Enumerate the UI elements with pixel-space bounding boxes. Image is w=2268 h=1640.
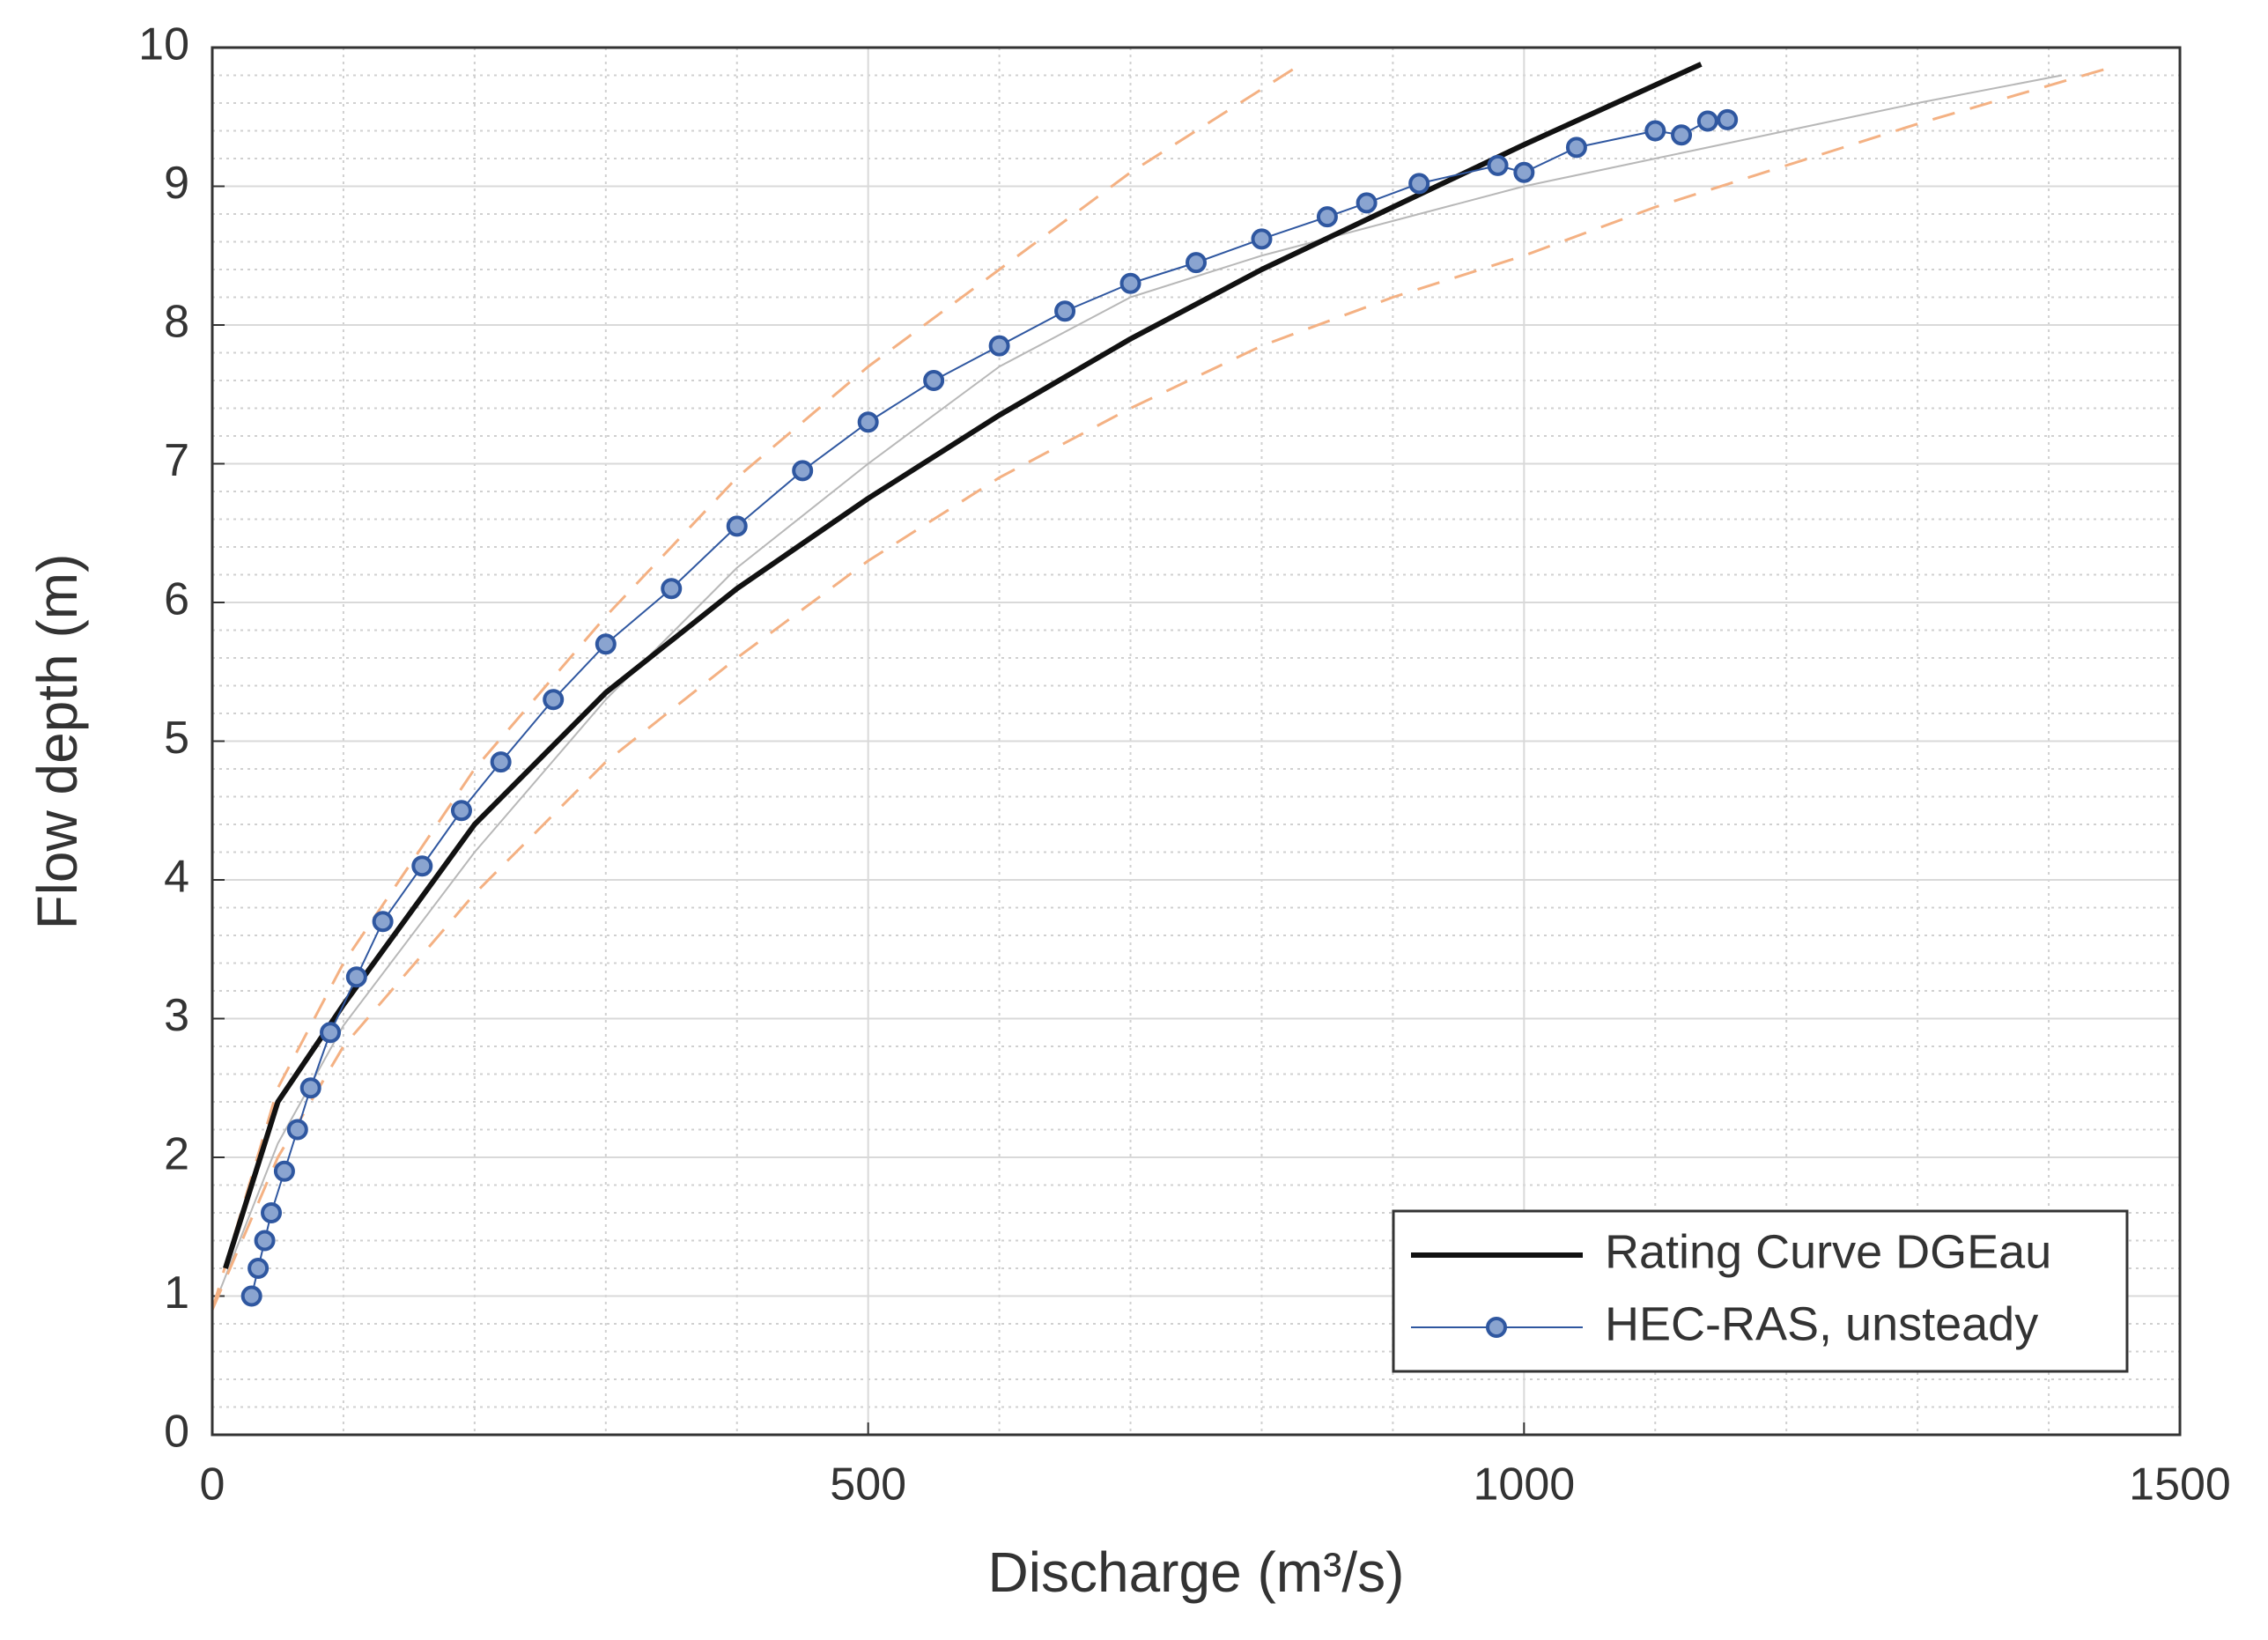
y-tick-label: 5 (164, 713, 189, 764)
series-marker (857, 411, 879, 433)
y-tick-label: 7 (164, 435, 189, 486)
x-tick-label: 1000 (1473, 1459, 1575, 1511)
y-tick-label: 0 (164, 1407, 189, 1458)
plot-frame (211, 46, 2182, 1437)
series-marker (1356, 192, 1378, 214)
y-tick-label: 9 (164, 158, 189, 209)
series-marker (411, 855, 433, 877)
series-marker (1119, 272, 1141, 294)
series-marker (450, 800, 472, 822)
series-marker (1408, 173, 1430, 195)
y-tick-label: 6 (164, 574, 189, 625)
series-line (211, 67, 1296, 1311)
series-line (211, 67, 2109, 1311)
y-tick-label: 10 (138, 19, 189, 70)
series-marker (726, 515, 748, 537)
y-tick-label: 4 (164, 852, 189, 903)
x-tick-label: 0 (200, 1459, 225, 1511)
series-marker (1186, 252, 1207, 274)
x-axis-label: Discharge (m³/s) (988, 1540, 1405, 1604)
series-marker (1316, 206, 1338, 228)
legend-label: Rating Curve DGEau (1605, 1225, 2051, 1278)
series-marker (372, 911, 394, 933)
series-marker (1251, 228, 1273, 250)
y-axis-label: Flow depth (m) (26, 554, 89, 930)
legend-label: HEC-RAS, unsteady (1605, 1297, 2038, 1350)
series-marker (261, 1202, 283, 1223)
series-marker (299, 1077, 321, 1099)
series-marker (254, 1230, 276, 1252)
series-marker (661, 578, 683, 600)
series-marker (286, 1119, 308, 1141)
series-marker (240, 1285, 262, 1307)
series-marker (320, 1022, 342, 1044)
series-marker (1644, 120, 1666, 142)
series-marker (1054, 300, 1076, 322)
y-tick-label: 2 (164, 1129, 189, 1180)
series-marker (1717, 108, 1739, 130)
series-marker (1487, 154, 1509, 176)
series-marker (345, 966, 367, 988)
series-marker (273, 1160, 295, 1182)
x-tick-label: 500 (830, 1459, 906, 1511)
series-marker (247, 1258, 270, 1279)
series-marker (792, 460, 814, 482)
series-marker (1696, 110, 1718, 132)
y-tick-label: 8 (164, 297, 189, 348)
series-marker (923, 370, 945, 391)
y-tick-label: 3 (164, 990, 189, 1041)
series-marker (1565, 137, 1587, 159)
legend (1392, 1209, 2129, 1373)
series-marker (490, 751, 512, 773)
series-marker (595, 633, 617, 655)
x-tick-label: 1500 (2129, 1459, 2231, 1511)
series-marker (543, 689, 565, 711)
series-marker (1671, 124, 1693, 146)
series-marker (1513, 161, 1535, 183)
y-tick-label: 1 (164, 1267, 189, 1319)
series-marker (988, 335, 1010, 357)
series-line (211, 74, 2063, 1311)
legend-marker (1486, 1317, 1507, 1338)
